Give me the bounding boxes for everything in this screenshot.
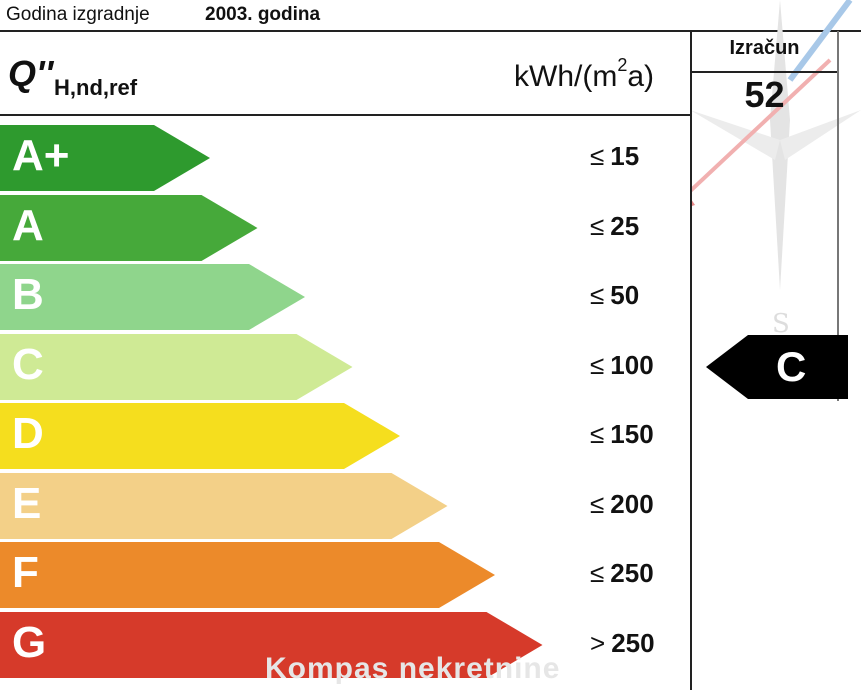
compass-letter: S [772,309,790,339]
year-label: Godina izgradnje [6,4,150,25]
energy-class-bar: D [0,403,400,471]
indicator-header: Q'' H,nd,ref kWh/(m2a) [0,31,690,116]
energy-class-threshold: >250 [590,627,655,658]
watermark: Kompas nekretnine [265,652,561,685]
energy-class-threshold: ≤50 [590,280,640,310]
energy-class-threshold: ≤15 [590,141,640,171]
energy-class-bar: E [0,472,448,541]
calculation-label: Izračun [729,37,800,59]
energy-class-bar: A+ [0,125,210,193]
energy-class-letter: D [12,409,44,458]
energy-class-threshold: ≤200 [590,488,654,519]
energy-class-letter: A [12,200,44,250]
unit-label: kWh/(m2a) [514,55,655,93]
energy-class-bar: B [0,264,305,332]
calculation-value: 52 [744,74,785,115]
indicator-symbol: Q'' [8,53,54,94]
energy-class-bar: G [0,611,543,680]
energy-class-letter: E [12,478,42,528]
result-class-marker: C [706,335,848,399]
energy-class-threshold: ≤100 [590,349,654,380]
energy-class-letter: F [12,548,39,597]
energy-class-threshold: ≤250 [590,558,654,588]
energy-class-letter: C [12,339,44,389]
energy-class-threshold: ≤25 [590,210,640,241]
energy-class-bar: C [0,333,353,402]
energy-class-threshold: ≤150 [590,419,654,449]
energy-class-bar: A [0,194,258,263]
result-class-letter: C [776,343,807,390]
energy-class-letter: B [12,270,44,319]
divider [837,31,839,401]
year-value: 2003. godina [205,4,321,25]
divider [690,31,692,690]
construction-year-row: Godina izgradnje 2003. godina [0,0,861,32]
indicator-subscript: H,nd,ref [54,75,138,100]
energy-class-bar: F [0,542,495,610]
energy-class-letter: A+ [12,131,70,180]
energy-class-letter: G [12,617,47,667]
calculation-header: Izračun [692,31,837,73]
